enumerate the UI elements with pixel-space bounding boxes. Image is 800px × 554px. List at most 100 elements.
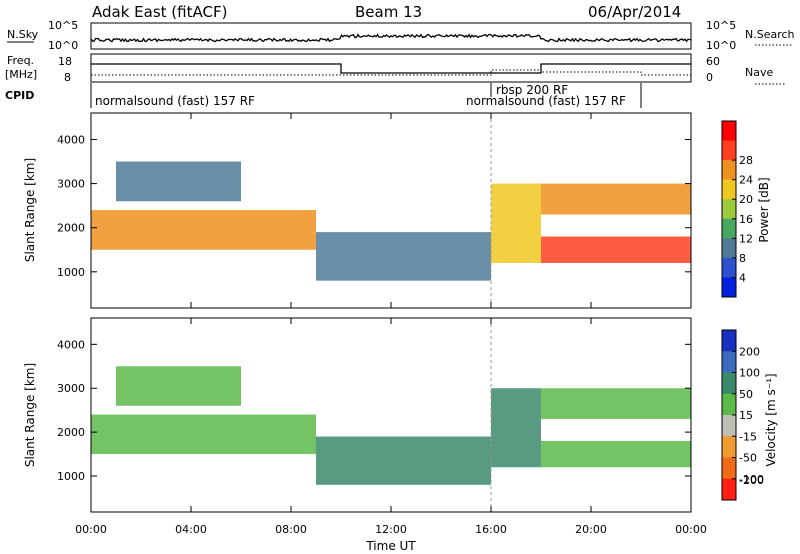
- power-scale-label: Power [dB]: [757, 177, 771, 242]
- cpid-label: CPID: [5, 89, 34, 102]
- y-tick-label: 1000: [57, 266, 85, 279]
- power-region-3: [316, 232, 491, 281]
- time-axis: 00:00 04:00 08:00 12:00 16:00 20:00 00:00: [75, 113, 707, 536]
- colorbar-swatch: [722, 160, 736, 181]
- colorbar-tick-label: 20: [739, 193, 753, 206]
- velocity-region-2: [116, 366, 241, 406]
- colorbar-swatch: [722, 436, 736, 458]
- velocity-ylabel: Slant Range [km]: [23, 363, 37, 467]
- colorbar-tick-label: 28: [739, 154, 753, 167]
- colorbar-tick-label: -100: [739, 473, 764, 486]
- x-tick-label: 00:00: [675, 523, 707, 536]
- freq-series: [91, 63, 691, 74]
- colorbar-tick-label: -50: [739, 452, 757, 465]
- colorbar-swatch: [722, 121, 736, 142]
- x-tick-label: 08:00: [275, 523, 307, 536]
- power-ylabel: Slant Range [km]: [23, 158, 37, 262]
- nsky-panel: N.Sky 10^5 10^0 10^5 10^0 N.Search: [7, 19, 795, 52]
- nsky-tick-top: 10^5: [48, 19, 78, 32]
- colorbar-tick-label: 24: [739, 174, 753, 187]
- freq-panel: Freq. [MHz] 18 8 60 0 Nave: [5, 53, 785, 85]
- y-tick-label: 1000: [57, 470, 85, 483]
- power-region-2: [116, 161, 241, 202]
- station-title: Adak East (fitACF): [92, 3, 227, 21]
- colorbar-swatch: [722, 199, 736, 220]
- colorbar-tick-label: 100: [739, 367, 760, 380]
- velocity-region-6: [541, 440, 691, 468]
- velocity-scatter: [91, 366, 691, 485]
- colorbar-tick-label: 200: [739, 345, 760, 358]
- freq-tick-bottom: 8: [64, 71, 71, 84]
- freq-label: Freq.: [7, 54, 34, 67]
- power-region-1: [91, 210, 316, 250]
- nave-tick-bottom: 0: [706, 71, 713, 84]
- colorbar-tick-label: 12: [739, 232, 753, 245]
- colorbar-swatch: [722, 393, 736, 416]
- y-tick-label: 4000: [57, 338, 85, 351]
- colorbar-swatch: [722, 478, 736, 501]
- nave-tick-top: 60: [706, 55, 720, 68]
- nave-label: Nave: [745, 66, 773, 79]
- nsky-tick-bottom: 10^0: [48, 39, 78, 52]
- colorbar-swatch: [722, 257, 736, 278]
- x-tick-label: 04:00: [175, 523, 207, 536]
- x-tick-label: 16:00: [475, 523, 507, 536]
- velocity-y-axis: 1000 2000 3000 4000: [57, 338, 691, 483]
- colorbar-swatch: [722, 277, 736, 298]
- nsky-series: [90, 33, 692, 43]
- colorbar-swatch: [722, 330, 736, 352]
- freq-unit-label: [MHz]: [5, 68, 37, 81]
- x-tick-label: 00:00: [75, 523, 107, 536]
- colorbar-swatch: [722, 179, 736, 200]
- xlabel: Time UT: [365, 539, 416, 553]
- colorbar-swatch: [722, 372, 736, 395]
- colorbar-swatch: [722, 238, 736, 259]
- colorbar-swatch: [722, 351, 736, 373]
- velocity-panel: 1000 2000 3000 4000 Slant Range [km] 200 100…: [23, 317, 778, 513]
- date-title: 06/Apr/2014: [588, 3, 681, 21]
- freq-tick-top: 18: [58, 55, 72, 68]
- power-y-axis: 1000 2000 3000 4000: [57, 133, 691, 279]
- colorbar-tick-label: 50: [739, 388, 753, 401]
- colorbar-swatch: [722, 457, 736, 480]
- cpid-segment-1: normalsound (fast) 157 RF: [95, 94, 255, 108]
- cpid-panel: CPID normalsound (fast) 157 RF rbsp 200 …: [5, 83, 642, 108]
- velocity-region-5: [541, 388, 691, 419]
- colorbar-swatch: [722, 415, 736, 437]
- y-tick-label: 4000: [57, 133, 85, 146]
- colorbar-tick-label: 8: [739, 252, 746, 265]
- nsky-label: N.Sky: [7, 28, 39, 41]
- colorbar-swatch: [722, 140, 736, 161]
- velocity-region-4: [491, 388, 541, 468]
- colorbar-tick-label: 4: [739, 271, 746, 284]
- power-region-6: [541, 236, 691, 263]
- power-region-5: [541, 183, 691, 215]
- cpid-segment-3: normalsound (fast) 157 RF: [466, 94, 626, 108]
- colorbar-tick-label: -200: [739, 474, 764, 487]
- colorbar-frame: [721, 120, 737, 298]
- y-tick-label: 3000: [57, 382, 85, 395]
- velocity-region-3: [316, 436, 491, 485]
- y-tick-label: 2000: [57, 426, 85, 439]
- power-scatter: [91, 161, 691, 281]
- velocity-colorbar: 200 100 50 15 -15 -50 -100-200: [721, 329, 764, 501]
- colorbar-tick-label: 15: [739, 409, 753, 422]
- power-panel: 1000 2000 3000 4000 Slant Range [km] 4 8 12 16…: [23, 112, 771, 309]
- nave-series: [91, 69, 691, 76]
- velocity-region-1: [91, 414, 316, 455]
- x-tick-label: 20:00: [575, 523, 607, 536]
- nsearch-tick-bottom: 10^0: [706, 39, 736, 52]
- colorbar-tick-label: -15: [739, 430, 757, 443]
- colorbar-tick-label: 16: [739, 213, 753, 226]
- power-colorbar: 4 8 12 16 20 24 28: [721, 120, 753, 298]
- nsearch-tick-top: 10^5: [706, 19, 736, 32]
- nsearch-label: N.Search: [745, 28, 795, 41]
- beam-title: Beam 13: [355, 3, 422, 21]
- power-region-4: [491, 183, 541, 263]
- y-tick-label: 2000: [57, 222, 85, 235]
- velocity-scale-label: Velocity [m s⁻¹]: [764, 373, 778, 466]
- x-tick-label: 12:00: [375, 523, 407, 536]
- colorbar-swatch: [722, 218, 736, 239]
- cpid-segment-2: rbsp 200 RF: [496, 83, 568, 97]
